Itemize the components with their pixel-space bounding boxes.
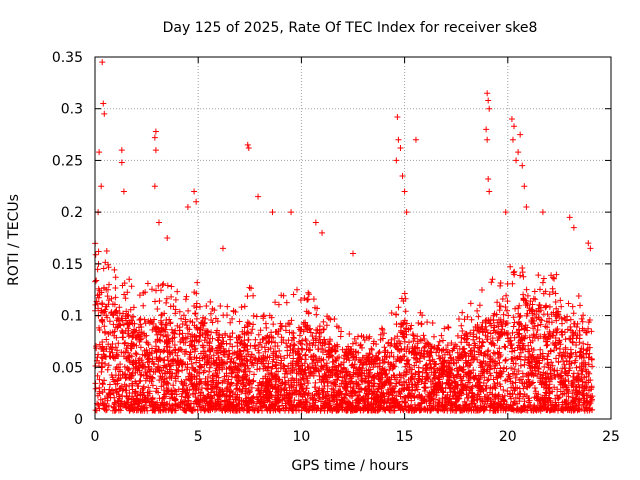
data-point (523, 203, 530, 210)
data-point (513, 157, 520, 164)
data-point (255, 193, 262, 200)
data-point (164, 235, 171, 241)
data-point (401, 188, 408, 195)
data-point (521, 183, 528, 190)
x-tick-label: 20 (499, 429, 517, 445)
x-tick-label: 10 (292, 429, 310, 445)
y-axis-title: ROTI / TECUs (6, 194, 22, 286)
data-point (510, 123, 517, 130)
data-point (118, 147, 125, 154)
data-point (539, 209, 546, 216)
data-point (587, 245, 594, 252)
y-tick-label: 0 (74, 412, 83, 428)
data-point (219, 245, 226, 252)
data-point (312, 219, 319, 226)
data-point (403, 209, 410, 216)
data-point (120, 188, 127, 195)
x-axis-title: GPS time / hours (291, 458, 408, 474)
data-point (585, 240, 592, 247)
data-point (519, 162, 526, 169)
bulk-point-cloud (92, 240, 596, 414)
data-point (393, 157, 400, 164)
data-point (508, 116, 515, 123)
data-point (98, 183, 105, 190)
data-point (244, 141, 251, 148)
data-point (100, 100, 107, 107)
data-point (412, 136, 419, 143)
data-point (193, 198, 200, 205)
y-tick-label: 0.05 (52, 360, 83, 376)
data-point (485, 176, 492, 183)
data-point (486, 188, 493, 195)
axis-tick-labels: 0 5 10 15 20 25 0 0.05 0.1 0.15 0.2 0.25 0.3 0.35 (52, 50, 620, 445)
axis-ticks (94, 56, 612, 420)
data-point (517, 131, 524, 138)
x-tick-label: 15 (396, 429, 414, 445)
y-tick-label: 0.15 (52, 257, 83, 273)
x-tick-label: 0 (91, 429, 100, 445)
x-tick-label: 25 (602, 429, 620, 445)
plot-frame (94, 56, 612, 420)
y-tick-label: 0.2 (61, 205, 83, 221)
data-point (101, 110, 108, 117)
data-point (96, 149, 103, 156)
data-point (152, 147, 159, 154)
data-point (319, 229, 326, 236)
data-point (394, 113, 401, 120)
data-point (399, 172, 406, 179)
grid-lines (95, 57, 611, 419)
x-tick-label: 5 (194, 429, 203, 445)
data-point (99, 59, 106, 66)
y-tick-label: 0.1 (61, 309, 83, 325)
chart-title: Day 125 of 2025, Rate Of TEC Index for r… (163, 20, 538, 36)
data-point (484, 136, 491, 143)
data-point (155, 219, 162, 226)
data-point (151, 134, 158, 141)
data-point (184, 203, 191, 210)
data-point (245, 145, 252, 152)
data-point (486, 105, 493, 112)
data-point (118, 159, 125, 166)
data-point (288, 209, 295, 216)
data-point (350, 250, 356, 257)
data-point (397, 145, 404, 152)
data-point (566, 214, 573, 221)
data-point (485, 97, 492, 104)
y-tick-label: 0.25 (52, 153, 83, 169)
data-point (570, 224, 577, 231)
data-point (509, 136, 516, 143)
data-point (515, 149, 522, 156)
data-point (191, 188, 198, 195)
data-point (151, 183, 158, 190)
data-point (483, 126, 490, 133)
data-point (152, 128, 159, 135)
y-tick-label: 0.35 (52, 50, 83, 66)
data-point (484, 90, 491, 97)
data-point (502, 209, 509, 216)
data-point (395, 136, 402, 143)
data-point (269, 209, 276, 216)
y-tick-label: 0.3 (61, 102, 83, 118)
